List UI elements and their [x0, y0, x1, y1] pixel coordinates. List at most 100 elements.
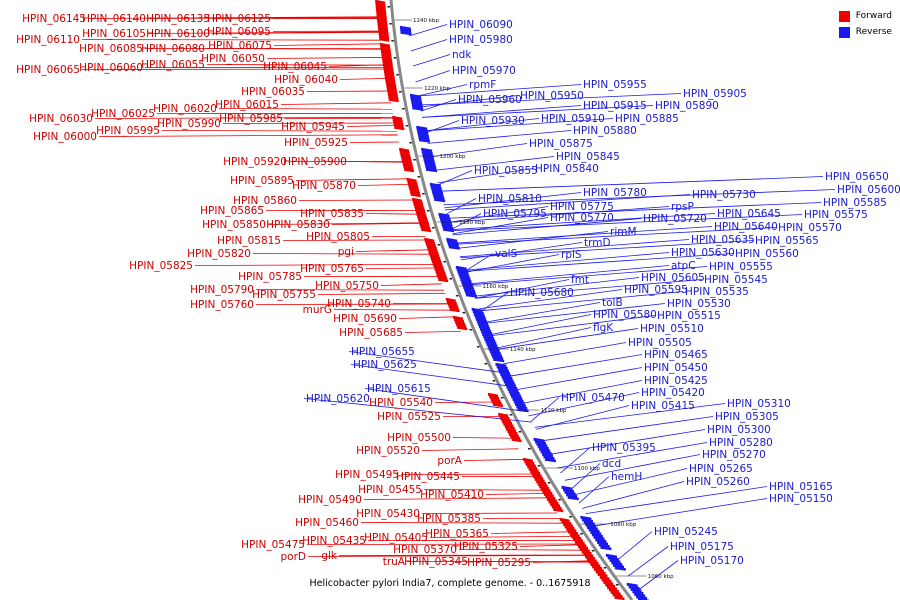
forward-feature	[574, 540, 585, 545]
gene-hpin-05815-label: HPIN_05815	[217, 235, 281, 247]
gene-hpin-05760-leader	[255, 303, 450, 305]
gene-hpin-05575-label: HPIN_05575	[804, 209, 868, 221]
forward-feature	[608, 588, 619, 593]
gene-hpin-06030-label: HPIN_06030	[29, 113, 93, 125]
gene-hpin-06105-leader	[147, 31, 381, 34]
gene-hpin-05625-leader	[350, 364, 514, 388]
gene-hpin-05385-label: HPIN_05385	[417, 513, 481, 525]
reverse-feature	[430, 185, 442, 190]
gene-hemh-label: hemH	[611, 471, 642, 483]
gene-hpin-05815-leader	[282, 239, 427, 241]
gene-marker	[509, 414, 513, 416]
forward-feature	[376, 9, 387, 15]
forward-feature	[567, 530, 578, 535]
reverse-label: Reverse	[855, 27, 892, 37]
forward-feature	[375, 2, 386, 7]
gene-hpin-05490-label: HPIN_05490	[298, 494, 362, 506]
gene-hpin-05905-leader	[419, 93, 682, 106]
gene-hpin-05435-label: HPIN_05435	[302, 535, 366, 547]
gene-rpsp-leader	[448, 206, 670, 223]
reverse-feature	[516, 405, 528, 410]
reverse-feature	[419, 138, 430, 143]
reverse-feature	[475, 317, 487, 323]
reverse-feature	[421, 147, 433, 153]
reverse-feature	[542, 452, 553, 458]
gene-marker	[443, 261, 446, 263]
gene-hpin-05460-leader	[360, 522, 564, 524]
reverse-feature	[441, 222, 453, 228]
gene-hpin-05150-label: HPIN_05150	[769, 493, 833, 505]
forward-feature	[380, 45, 391, 50]
forward-feature	[377, 24, 388, 30]
reverse-feature	[613, 563, 624, 569]
reverse-feature	[493, 357, 505, 363]
gene-hpin-05765-leader	[365, 267, 436, 269]
forward-feature	[427, 247, 438, 253]
gene-hpin-05370-label: HPIN_05370	[393, 544, 457, 556]
gene-dcd-label: dcd	[602, 458, 621, 470]
reverse-feature	[533, 437, 545, 443]
forward-feature	[392, 118, 403, 123]
forward-feature	[400, 152, 411, 158]
gene-hpin-05170-leader	[638, 560, 679, 591]
gene-hpin-05475-label: HPIN_05475	[241, 539, 305, 551]
gene-hpin-05445-label: HPIN_05445	[396, 471, 460, 483]
reverse-feature	[486, 342, 498, 348]
gene-hpin-06020-leader	[218, 108, 393, 110]
scale-tick-label: 1200 kbp	[440, 154, 466, 160]
reverse-feature	[503, 380, 515, 385]
gene-hpin-05365-label: HPIN_05365	[425, 528, 489, 540]
reverse-feature	[496, 365, 508, 370]
forward-feature	[435, 270, 446, 275]
gene-hpin-05280-leader	[557, 442, 708, 469]
forward-feature	[399, 147, 410, 153]
reverse-feature	[485, 340, 497, 345]
reverse-feature	[500, 372, 512, 378]
forward-feature	[402, 160, 413, 165]
forward-feature	[527, 465, 538, 470]
reverse-feature	[446, 237, 458, 243]
gene-hpin-05515-leader	[490, 315, 656, 337]
gene-hpin-05750-label: HPIN_05750	[315, 280, 379, 292]
gene-hpin-05910-leader	[424, 118, 540, 132]
gene-hpin-05425-label: HPIN_05425	[644, 375, 708, 387]
gene-hpin-05785-label: HPIN_05785	[238, 271, 302, 283]
gene-hpin-05885-leader	[424, 118, 614, 132]
gene-marker	[462, 312, 466, 314]
gene-hpin-05535-label: HPIN_05535	[685, 286, 749, 298]
reverse-feature	[588, 528, 600, 533]
gene-hpin-06075-leader	[273, 43, 382, 46]
gene-hpin-05305-leader	[541, 416, 714, 442]
gene-marker	[476, 346, 480, 348]
reverse-feature	[628, 585, 640, 590]
forward-feature	[511, 437, 522, 443]
strand-legend: Forward Reverse	[838, 8, 892, 40]
forward-feature	[504, 425, 515, 430]
gene-hpin-06035-label: HPIN_06035	[241, 86, 305, 98]
gene-hpin-05500-label: HPIN_05500	[387, 432, 451, 444]
gene-hpin-05520-leader	[421, 448, 519, 451]
gene-hpin-05875-leader	[430, 143, 528, 158]
gene-hpin-05685-label: HPIN_05685	[339, 327, 403, 339]
reverse-feature	[410, 93, 421, 99]
gene-hpin-05655-leader	[348, 351, 508, 374]
forward-feature	[387, 92, 398, 98]
gene-hpin-05765-label: HPIN_05765	[300, 263, 364, 275]
gene-hpin-05680-label: HPIN_05680	[510, 287, 574, 299]
forward-feature	[384, 75, 395, 80]
forward-feature	[414, 205, 425, 210]
reverse-feature	[566, 493, 578, 498]
reverse-feature	[478, 325, 490, 330]
gene-marker	[547, 482, 551, 484]
reverse-feature	[585, 523, 597, 528]
gene-hpin-05915-label: HPIN_05915	[583, 100, 647, 112]
gene-hpin-05920-label: HPIN_05920	[223, 156, 287, 168]
gene-marker	[402, 108, 405, 110]
gene-flgk-leader	[495, 327, 592, 349]
gene-hpin-06055-label: HPIN_06055	[141, 59, 205, 71]
gene-marker	[500, 397, 504, 399]
reverse-feature	[457, 270, 469, 276]
gene-hpin-05810-label: HPIN_05810	[478, 193, 542, 205]
forward-feature	[393, 123, 404, 128]
forward-feature	[402, 162, 413, 168]
